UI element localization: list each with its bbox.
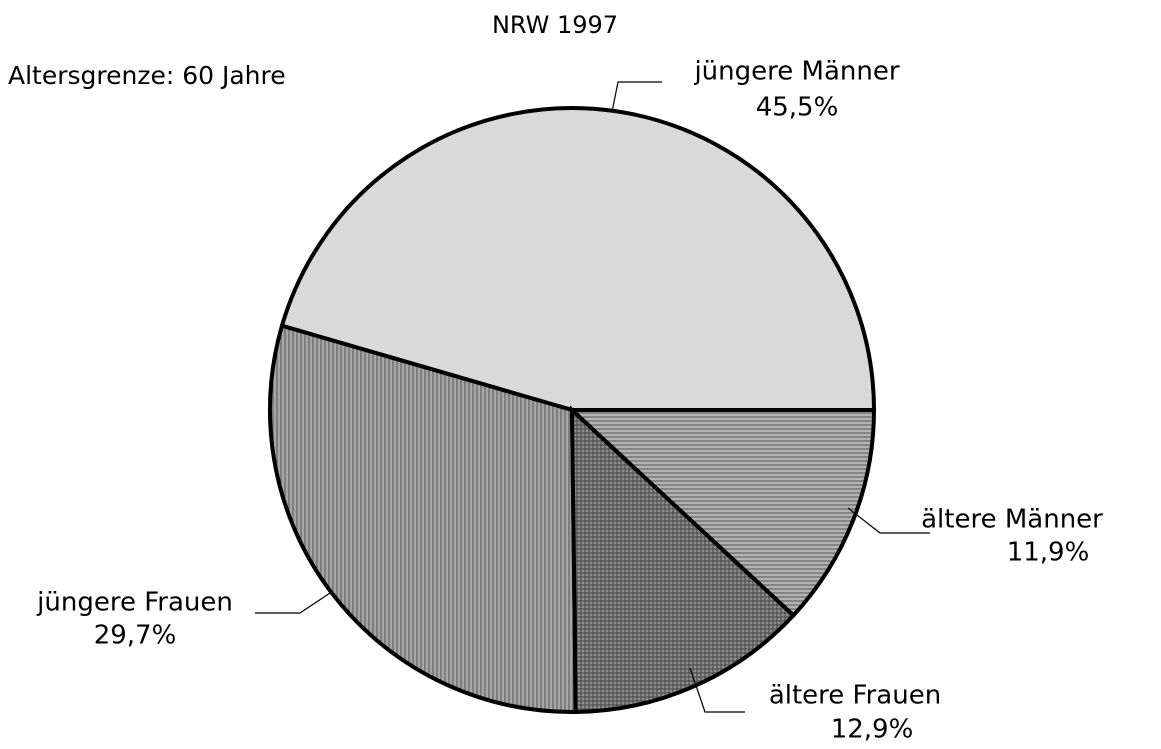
slice-pattern [572,410,874,616]
slice-label: jüngere Frauen [36,588,233,618]
slice-label: jüngere Männer [693,57,899,87]
pie-slice [281,108,874,410]
slice-outline [566,408,877,619]
leader-line [255,592,331,614]
leader-line [847,507,930,534]
slice-outline [279,106,877,412]
value-label: 29,7% [94,621,177,651]
slice-label: ältere Frauen [769,681,941,711]
leader-line [611,81,662,113]
value-label: 11,9% [1007,538,1090,568]
value-label: 45,5% [756,93,839,123]
slice-outline [268,323,578,714]
slice-pattern [270,325,576,712]
leader-line [689,667,745,713]
slice-outline [569,405,797,715]
value-label: 12,9% [831,715,914,745]
annotation: Altersgrenze: 60 Jahre [8,61,286,90]
slice-label: ältere Männer [921,505,1103,535]
subtitle: NRW 1997 [492,11,618,39]
slice-pattern [572,410,794,712]
